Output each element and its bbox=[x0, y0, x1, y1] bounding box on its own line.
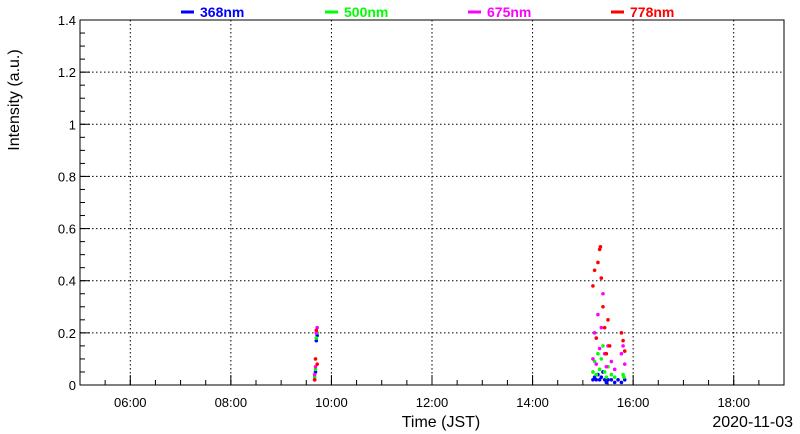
data-point bbox=[622, 349, 627, 353]
series-368nm bbox=[312, 333, 627, 385]
data-point bbox=[597, 346, 602, 351]
x-tick-label: 10:00 bbox=[315, 395, 348, 410]
data-point bbox=[607, 344, 612, 348]
data-point bbox=[597, 377, 602, 382]
data-point bbox=[591, 377, 595, 382]
data-point bbox=[604, 351, 609, 356]
data-point bbox=[612, 375, 617, 379]
y-tick-label: 0.6 bbox=[58, 222, 76, 237]
data-point bbox=[606, 318, 610, 322]
x-tick-label: 14:00 bbox=[516, 395, 549, 410]
data-point bbox=[594, 362, 599, 366]
data-point bbox=[314, 331, 319, 335]
data-point bbox=[592, 359, 597, 364]
data-point bbox=[606, 377, 610, 382]
data-point bbox=[621, 338, 625, 343]
data-point bbox=[596, 260, 600, 265]
data-point bbox=[594, 377, 599, 382]
date-label: 2020-11-03 bbox=[712, 414, 793, 431]
legend-label: 500nm bbox=[344, 4, 388, 20]
data-point bbox=[604, 364, 609, 369]
series-778nm bbox=[312, 245, 627, 382]
x-tick-label: 18:00 bbox=[717, 395, 750, 410]
y-tick-label: 0 bbox=[69, 378, 76, 393]
data-point bbox=[609, 377, 614, 382]
data-point bbox=[312, 377, 317, 382]
data-point bbox=[602, 325, 607, 330]
data-point bbox=[314, 336, 319, 340]
y-tick-label: 0.8 bbox=[58, 169, 76, 184]
legend-label: 778nm bbox=[630, 4, 674, 20]
data-point bbox=[621, 344, 625, 348]
data-point bbox=[591, 284, 595, 288]
series-675nm bbox=[312, 291, 627, 377]
data-point bbox=[313, 364, 318, 369]
data-point bbox=[616, 377, 620, 382]
data-points bbox=[312, 245, 627, 385]
data-point bbox=[592, 331, 597, 335]
plot-frame bbox=[79, 19, 785, 386]
data-point bbox=[598, 245, 603, 249]
data-point bbox=[597, 367, 602, 372]
y-axis-title: Intensity (a.u.) bbox=[6, 49, 23, 150]
y-tick-label: 0.2 bbox=[58, 326, 76, 341]
data-point bbox=[601, 291, 605, 296]
axis-ticks: 06:00 08:00 10:00 12:00 14:00 16:00 18:00 0 0.2 0… bbox=[58, 13, 785, 410]
data-point bbox=[313, 367, 318, 372]
data-point bbox=[602, 377, 607, 382]
data-point bbox=[599, 276, 604, 280]
data-point bbox=[622, 362, 627, 366]
legend: 368nm 500nm 675nm 778nm bbox=[181, 4, 674, 20]
data-point bbox=[313, 357, 318, 361]
data-point bbox=[594, 372, 599, 377]
data-point bbox=[619, 380, 624, 385]
data-point bbox=[622, 375, 626, 379]
data-point bbox=[599, 375, 604, 379]
data-point bbox=[619, 331, 624, 335]
data-point bbox=[314, 328, 319, 333]
data-point bbox=[602, 370, 607, 374]
y-tick-label: 1 bbox=[69, 117, 76, 132]
data-point bbox=[312, 375, 317, 379]
data-point bbox=[609, 372, 614, 377]
data-point bbox=[604, 380, 609, 385]
legend-label: 368nm bbox=[200, 4, 244, 20]
x-tick-label: 06:00 bbox=[114, 395, 147, 410]
data-point bbox=[312, 372, 317, 377]
data-point bbox=[315, 362, 319, 366]
x-tick-label: 08:00 bbox=[215, 395, 248, 410]
x-tick-label: 12:00 bbox=[416, 395, 449, 410]
data-point bbox=[609, 359, 614, 364]
data-point bbox=[599, 357, 604, 361]
data-point bbox=[591, 357, 595, 361]
data-point bbox=[596, 312, 600, 317]
data-point bbox=[601, 344, 605, 348]
x-axis-title: Time (JST) bbox=[402, 414, 481, 431]
x-tick-label: 16:00 bbox=[617, 395, 650, 410]
data-point bbox=[592, 375, 597, 379]
data-point bbox=[604, 375, 609, 379]
grid-lines bbox=[80, 20, 784, 385]
data-point bbox=[619, 351, 624, 356]
y-tick-label: 1.4 bbox=[58, 13, 76, 28]
legend-label: 675nm bbox=[487, 4, 531, 20]
y-tick-label: 1.2 bbox=[58, 65, 76, 80]
data-point bbox=[599, 325, 604, 330]
data-point bbox=[601, 304, 605, 309]
data-point bbox=[612, 367, 617, 372]
data-point bbox=[594, 336, 599, 340]
y-tick-label: 0.4 bbox=[58, 274, 76, 289]
data-point bbox=[591, 370, 595, 374]
data-point bbox=[592, 268, 597, 273]
series-500nm bbox=[312, 331, 626, 379]
data-point bbox=[596, 351, 600, 356]
data-point bbox=[612, 380, 617, 385]
data-point bbox=[314, 338, 319, 343]
